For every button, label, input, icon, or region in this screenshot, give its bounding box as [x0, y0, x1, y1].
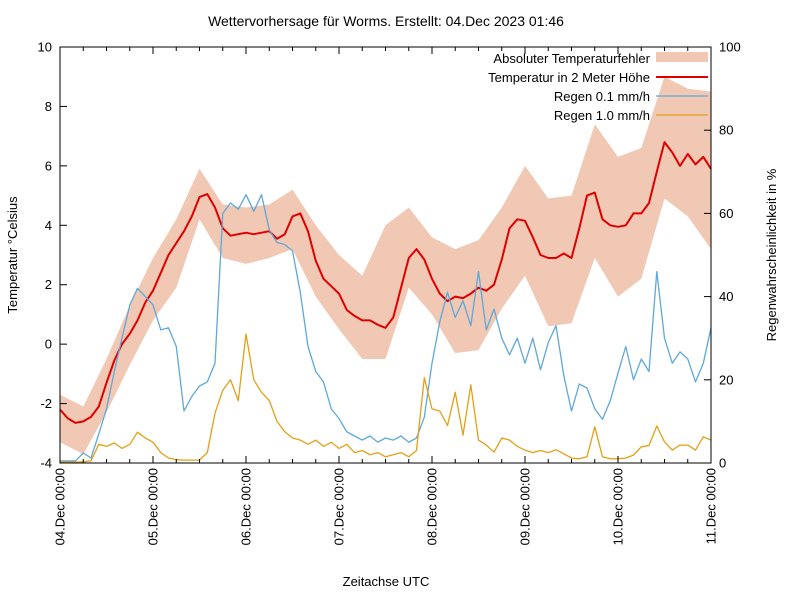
y-right-tick-label: 20 [719, 372, 733, 387]
y-left-tick-label: 6 [45, 158, 52, 173]
y-right-tick-label: 60 [719, 206, 733, 221]
rain01-polyline [60, 194, 712, 462]
y-left-tick-label: -4 [40, 456, 52, 471]
x-tick-label: 06.Dec 00:00 [239, 468, 254, 545]
y-left-tick-label: -2 [40, 396, 52, 411]
x-tick-label: 08.Dec 00:00 [425, 468, 440, 545]
axis-ticks [59, 46, 712, 464]
y-right-tick-label: 80 [719, 123, 733, 138]
temperature-error-band [60, 76, 711, 455]
y-right-tick-label: 100 [719, 40, 741, 55]
legend-label-rain01: Regen 0.1 mm/h [554, 89, 650, 104]
legend-label-rain10: Regen 1.0 mm/h [554, 108, 650, 123]
rain10-polyline [60, 333, 712, 463]
y-axis-label-left: Temperatur °Celsius [5, 196, 20, 314]
x-tick-label: 09.Dec 00:00 [518, 468, 533, 545]
y-left-tick-label: 0 [45, 337, 52, 352]
legend-swatch-error-band [656, 52, 708, 62]
x-axis-label: Zeitachse UTC [343, 574, 430, 589]
y-right-tick-label: 0 [719, 456, 726, 471]
x-tick-label: 11.Dec 00:00 [704, 468, 719, 544]
y-left-tick-label: 8 [45, 99, 52, 114]
rain-1.0mm-line [60, 333, 712, 463]
legend-label-temperature: Temperatur in 2 Meter Höhe [488, 70, 650, 85]
temperature-polyline [59, 141, 712, 424]
rain-0.1mm-line [60, 194, 712, 462]
temperature-line [59, 141, 712, 424]
x-tick-label: 10.Dec 00:00 [611, 468, 626, 545]
y-left-tick-label: 4 [45, 218, 52, 233]
y-left-tick-label: 2 [45, 277, 52, 292]
y-right-tick-label: 40 [719, 289, 733, 304]
legend: Absoluter Temperaturfehler Temperatur in… [488, 51, 708, 123]
error-band-area [60, 76, 711, 455]
chart-title: Wettervorhersage für Worms. Erstellt: 04… [208, 13, 564, 29]
x-tick-label: 05.Dec 00:00 [146, 468, 161, 545]
legend-label-error-band: Absoluter Temperaturfehler [493, 51, 650, 66]
x-tick-labels: 04.Dec 00:00 05.Dec 00:00 06.Dec 00:00 07.D… [53, 468, 719, 545]
y-left-tick-label: 10 [38, 40, 52, 55]
y-axis-label-right: Regenwahrscheinlichkeit in % [764, 168, 779, 341]
x-tick-label: 04.Dec 00:00 [53, 468, 68, 545]
x-tick-label: 07.Dec 00:00 [332, 468, 347, 545]
